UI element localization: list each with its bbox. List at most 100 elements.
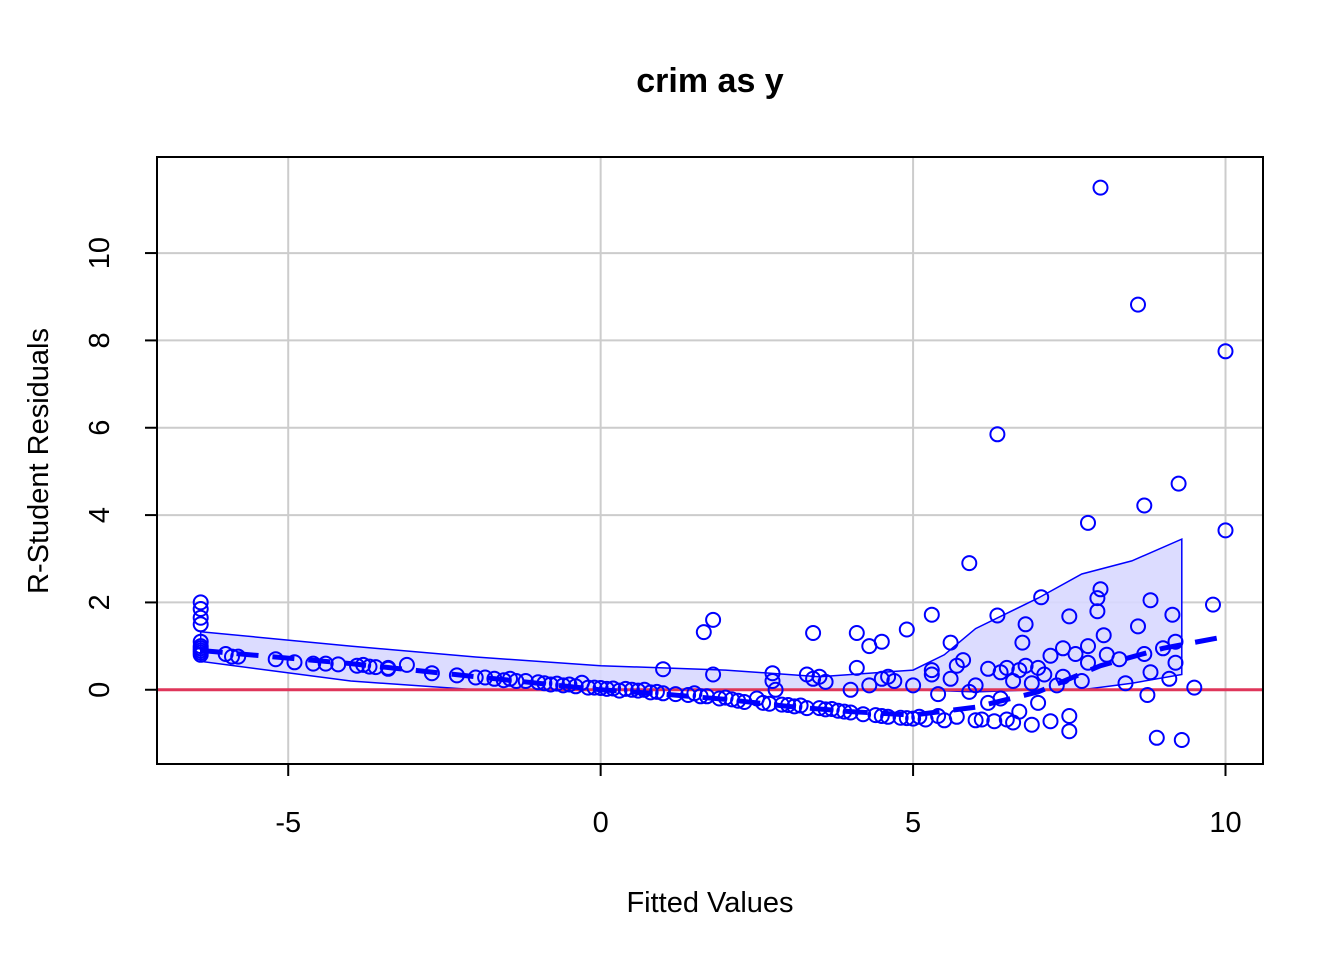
y-tick-label: 0 <box>84 682 116 698</box>
data-point <box>330 656 347 673</box>
data-point <box>380 659 397 676</box>
data-point <box>398 656 415 673</box>
data-point <box>548 675 565 692</box>
data-point <box>873 633 890 650</box>
data-point <box>1023 675 1040 692</box>
data-point <box>1023 716 1040 733</box>
data-point <box>1111 651 1128 668</box>
x-tick-label: -5 <box>275 807 301 839</box>
data-point <box>817 673 834 690</box>
data-point <box>1136 497 1153 514</box>
data-point <box>192 601 209 617</box>
data-point <box>1080 654 1096 671</box>
y-tick-label: 8 <box>84 332 116 348</box>
data-point <box>1033 589 1050 606</box>
x-tick-label: 5 <box>905 807 921 839</box>
data-point <box>898 710 915 727</box>
data-point <box>798 700 815 717</box>
data-point <box>617 680 634 697</box>
y-axis: 0 2 4 6 8 10 <box>84 237 158 698</box>
data-point <box>467 669 484 686</box>
data-point <box>630 682 647 699</box>
data-point <box>495 672 512 689</box>
data-point <box>1092 179 1109 196</box>
data-point <box>755 694 772 711</box>
data-point <box>1117 675 1134 692</box>
data-point <box>1170 475 1187 492</box>
y-axis-label: R-Student Residuals <box>23 328 55 594</box>
data-point <box>536 675 553 692</box>
data-point <box>848 659 865 676</box>
data-point <box>886 673 903 689</box>
data-point <box>267 651 284 668</box>
data-point <box>230 648 247 665</box>
data-point <box>986 713 1003 730</box>
data-point <box>1173 732 1190 748</box>
data-point <box>1042 647 1059 664</box>
data-point <box>192 616 209 633</box>
data-point <box>698 688 715 705</box>
data-point <box>961 555 978 572</box>
data-point <box>780 697 797 713</box>
data-point <box>1017 616 1034 633</box>
data-point <box>730 692 747 709</box>
data-point <box>905 710 922 727</box>
data-point <box>1136 646 1153 662</box>
data-point <box>1164 606 1181 623</box>
data-point <box>680 687 697 703</box>
data-point <box>1167 654 1184 671</box>
data-point <box>955 652 972 669</box>
data-point <box>867 707 884 724</box>
data-point <box>448 667 465 684</box>
data-point <box>367 659 384 676</box>
data-point <box>598 680 615 697</box>
data-point <box>648 683 665 700</box>
data-points <box>192 179 1234 748</box>
data-point <box>1014 634 1031 651</box>
y-tick-label: 10 <box>84 237 116 269</box>
data-point <box>836 703 853 720</box>
data-point <box>880 708 897 725</box>
data-point <box>1061 608 1078 625</box>
data-point <box>1030 694 1047 711</box>
data-point <box>1092 581 1109 598</box>
data-point <box>1095 627 1112 644</box>
data-point <box>1139 687 1156 703</box>
data-point <box>930 686 947 703</box>
data-point <box>873 708 890 724</box>
data-point <box>923 606 940 623</box>
data-point <box>355 656 372 673</box>
data-point <box>192 646 209 663</box>
data-point <box>892 709 909 726</box>
data-point <box>192 609 209 626</box>
data-point <box>530 674 547 691</box>
data-point <box>1080 514 1096 531</box>
chart-title: crim as y <box>636 62 784 100</box>
data-point <box>592 680 609 696</box>
data-point <box>477 669 494 686</box>
data-point <box>317 655 334 672</box>
data-point <box>898 621 915 638</box>
data-point <box>773 696 790 713</box>
y-tick-label: 2 <box>84 594 116 610</box>
data-point <box>705 666 722 683</box>
data-point <box>580 679 597 696</box>
data-point <box>1036 666 1053 683</box>
x-tick-label: 0 <box>593 807 609 839</box>
data-point <box>1011 703 1028 720</box>
data-point <box>1161 670 1178 687</box>
data-point <box>1217 343 1234 360</box>
data-point <box>611 682 628 699</box>
data-point <box>805 625 822 641</box>
y-tick-label: 6 <box>84 420 116 436</box>
data-point <box>542 676 559 693</box>
data-point <box>286 654 303 671</box>
data-point <box>623 681 640 698</box>
data-point <box>1061 708 1078 724</box>
data-point <box>1142 664 1159 681</box>
data-point <box>998 659 1015 676</box>
data-point <box>655 685 672 702</box>
data-point <box>830 702 847 719</box>
data-point <box>1205 596 1221 613</box>
